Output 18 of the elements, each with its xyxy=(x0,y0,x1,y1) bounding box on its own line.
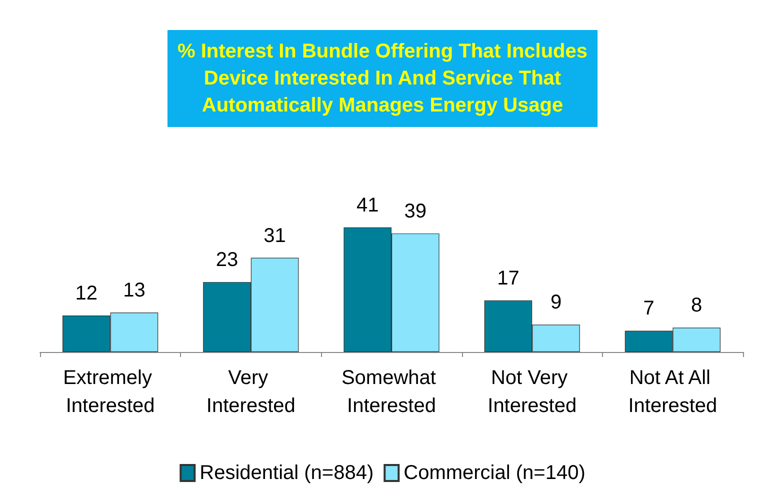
x-tick-label: Somewhat Interested xyxy=(341,367,442,417)
data-label: 23 xyxy=(216,249,238,272)
data-label: 7 xyxy=(643,298,654,320)
x-tick-label: Very Interested xyxy=(206,367,296,417)
data-label: 41 xyxy=(356,194,379,216)
data-label: 17 xyxy=(497,267,520,290)
data-label: 8 xyxy=(691,294,702,317)
data-label: 9 xyxy=(550,292,562,314)
x-tick-label: Extremely Interested xyxy=(63,367,158,417)
data-label: 39 xyxy=(404,200,427,222)
data-label: 12 xyxy=(75,282,98,305)
chart-title: % Interest In Bundle Offering That Includes Device Interested In And Service That Automatically Manages Energy Usage xyxy=(177,40,588,116)
data-label: 31 xyxy=(264,224,286,247)
legend-label: Commercial (n=140) xyxy=(404,462,586,484)
legend-label: Residential (n=884) xyxy=(200,462,374,484)
x-tick-label: Not At All Interested xyxy=(628,367,718,417)
x-tick-label: Not Very Interested xyxy=(488,367,577,417)
data-label: 13 xyxy=(123,279,146,302)
